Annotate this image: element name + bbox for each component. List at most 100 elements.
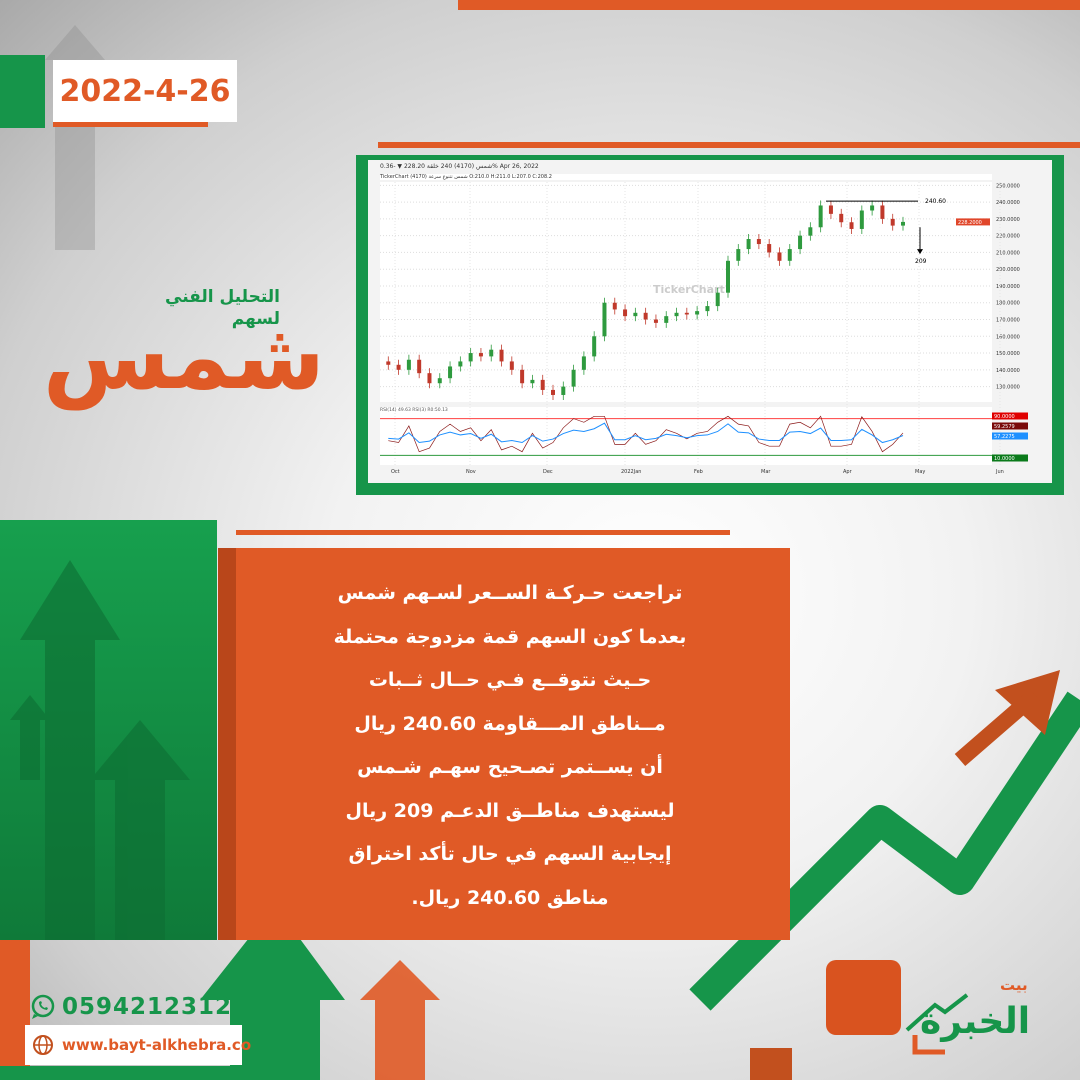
y-tick-label: 140.0000 xyxy=(996,368,1020,374)
ohlc-line: TickerChart شمس تتنوع سرعة (4170) O:210.… xyxy=(380,174,992,180)
rsi-badge xyxy=(992,412,1028,420)
website-bg xyxy=(25,1025,242,1065)
candle xyxy=(551,389,555,395)
y-tick-label: 250.0000 xyxy=(996,183,1020,189)
candle xyxy=(901,221,905,226)
logo-prefix: بيت xyxy=(1000,976,1028,994)
candle xyxy=(633,312,638,317)
candle xyxy=(561,386,566,395)
candle xyxy=(695,311,700,315)
x-tick-label: Nov xyxy=(466,469,476,475)
analysis-line: مناطق 240.60 ريال. xyxy=(411,886,609,909)
candle xyxy=(489,349,494,357)
y-tick-label: 200.0000 xyxy=(996,267,1020,273)
candle xyxy=(890,218,895,226)
date-underline xyxy=(53,122,208,127)
analysis-line: تراجعت حـركـة الســعر لسـهم شمس xyxy=(337,582,683,604)
analysis-box xyxy=(218,548,790,940)
last-price-badge xyxy=(956,218,990,226)
x-tick-label: Mar xyxy=(761,469,771,475)
x-tick-label: Oct xyxy=(391,469,400,475)
target-label: 209 xyxy=(915,258,927,265)
y-tick-label: 170.0000 xyxy=(996,318,1020,324)
candle xyxy=(478,353,483,357)
last-price-label: 228.2000 xyxy=(958,220,982,226)
candle xyxy=(540,379,545,390)
x-tick-label: 2022Jan xyxy=(621,469,641,475)
website-link[interactable]: www.bayt-alkhebra.co xyxy=(62,1036,252,1054)
x-tick-label: Dec xyxy=(543,469,553,475)
divider-line xyxy=(378,142,1080,148)
arrow-head-icon xyxy=(917,249,923,255)
y-tick-label: 190.0000 xyxy=(996,284,1020,290)
green-accent-block xyxy=(0,55,45,128)
y-tick-label: 230.0000 xyxy=(996,217,1020,223)
candle xyxy=(870,205,875,211)
analysis-line: حـيث نتوقــع فـي حــال ثــبات xyxy=(368,669,652,691)
house-chart-icon xyxy=(905,993,969,1055)
y-tick-label: 220.0000 xyxy=(996,234,1020,240)
candle xyxy=(684,312,689,315)
candle xyxy=(499,349,504,362)
candle xyxy=(427,373,432,384)
candle xyxy=(520,369,525,384)
candle xyxy=(386,361,391,365)
candle xyxy=(653,319,658,323)
rsi-badge xyxy=(992,432,1028,440)
gray-arrow-icon xyxy=(45,25,105,250)
whatsapp-icon xyxy=(31,994,55,1019)
y-tick-label: 160.0000 xyxy=(996,334,1020,340)
rsi-badge-label: 10.0000 xyxy=(994,456,1015,462)
y-tick-label: 210.0000 xyxy=(996,250,1020,256)
candle xyxy=(643,312,648,320)
green-trend-arrow xyxy=(689,691,1080,1011)
candle xyxy=(736,249,741,261)
y-tick-label: 180.0000 xyxy=(996,301,1020,307)
globe-icon xyxy=(33,1035,53,1055)
candle xyxy=(756,239,761,245)
candle xyxy=(406,359,411,370)
y-tick-label: 130.0000 xyxy=(996,385,1020,391)
candle xyxy=(715,292,720,307)
analysis-text: تراجعت حـركـة الســعر لسـهم شمس بعدما كو… xyxy=(250,572,770,920)
x-tick-label: Jun xyxy=(995,469,1004,475)
candle xyxy=(664,316,669,323)
candle xyxy=(530,379,535,384)
rsi-legend: RSI(14) 49.63 RSI(3) R0:50.13 xyxy=(380,407,448,413)
phone-number[interactable]: 0594212312 xyxy=(62,994,233,1020)
candle xyxy=(509,361,514,370)
divider-line xyxy=(236,530,730,535)
analysis-line: أن يســتمر تصـحيح سهـم شـمس xyxy=(357,756,663,778)
candle xyxy=(417,359,422,374)
candle xyxy=(726,260,730,293)
analysis-line: إيجابية السهم في حال تأكد اختراق xyxy=(348,843,672,865)
candle xyxy=(592,336,597,357)
rsi-badge-label: 59.2579 xyxy=(994,424,1015,430)
rsi14-line xyxy=(388,422,904,444)
candle xyxy=(674,312,679,317)
analysis-line: بعدما كون السهم قمة مزدوجة محتملة xyxy=(333,625,687,648)
x-tick-label: Feb xyxy=(694,469,703,475)
candle xyxy=(396,364,401,370)
rsi-badge-label: 57.2275 xyxy=(994,434,1015,440)
rsi3-line xyxy=(388,415,904,453)
candle xyxy=(468,353,473,362)
candle xyxy=(880,205,885,219)
candle xyxy=(859,210,864,229)
subtitle: التحليل الفني لسهم xyxy=(165,287,280,329)
candle xyxy=(849,222,854,229)
arrows-pattern xyxy=(10,560,190,940)
stock-name: شمس xyxy=(42,303,325,410)
candle xyxy=(448,366,453,379)
box-stripe xyxy=(218,548,236,940)
candle xyxy=(612,302,617,310)
bottom-bar xyxy=(0,1066,240,1080)
y-tick-label: 150.0000 xyxy=(996,351,1020,357)
candle xyxy=(828,205,833,214)
candle xyxy=(808,227,813,236)
candle xyxy=(818,205,823,228)
logo-square xyxy=(826,960,901,1035)
top-accent-bar xyxy=(458,0,1080,10)
candle xyxy=(623,309,628,317)
rsi-badge xyxy=(992,454,1028,462)
